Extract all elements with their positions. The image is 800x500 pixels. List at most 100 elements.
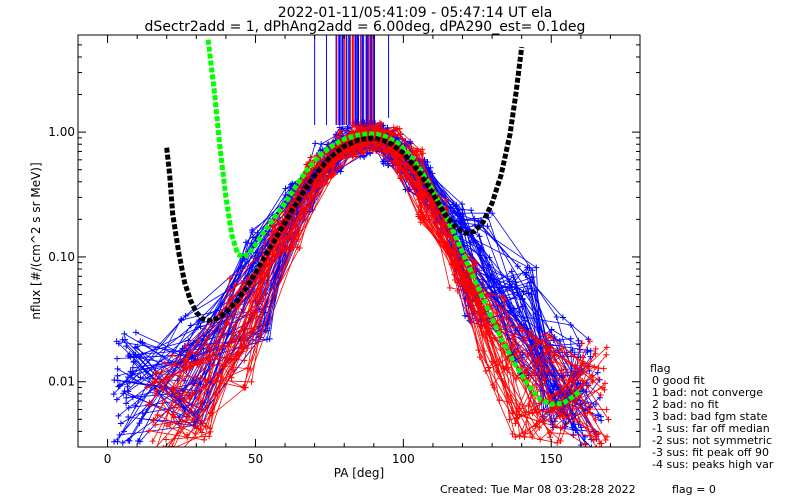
series-1-marker-26-12 — [516, 323, 523, 330]
series-1-marker-2-14 — [590, 377, 597, 384]
series-0-marker-1-0 — [119, 439, 126, 446]
series-0-marker-1-3 — [282, 185, 289, 192]
series-1-marker-22-11 — [482, 368, 489, 375]
series-1-marker-7-3 — [296, 244, 303, 251]
series-1-marker-30-3 — [294, 243, 301, 250]
series-1-marker-4-0 — [162, 444, 164, 447]
series-0-marker-48-9 — [424, 158, 431, 165]
series-0-marker-53-11 — [489, 210, 496, 217]
series-0-marker-59-8 — [394, 134, 401, 141]
series-1-line-27 — [149, 121, 604, 430]
series-0-marker-20-0 — [135, 438, 142, 445]
series-1-marker-31-7 — [396, 125, 403, 132]
series-1-marker-39-14 — [603, 406, 610, 413]
series-1-marker-35-14 — [592, 345, 599, 352]
series-1-marker-34-2 — [248, 378, 255, 385]
series-1-marker-0-0 — [167, 421, 174, 428]
series-0-marker-23-0 — [114, 355, 121, 362]
legend-entry-7: -4 sus: peaks high var — [652, 458, 774, 471]
series-0-marker-53-12 — [529, 267, 536, 274]
series-1-marker-36-6 — [353, 124, 360, 131]
series-1-marker-38-9 — [428, 196, 435, 203]
series-1-marker-9-0 — [164, 448, 170, 454]
series-0-marker-46-0 — [113, 396, 120, 403]
series-1-marker-17-13 — [557, 382, 564, 389]
series-1-marker-37-1 — [201, 436, 208, 443]
series-0-marker-43-0 — [137, 338, 144, 345]
series-1-marker-27-12 — [522, 409, 529, 416]
series-1-marker-34-14 — [589, 378, 596, 385]
series-1-marker-29-9 — [418, 202, 425, 209]
series-1-marker-13-0 — [161, 360, 168, 367]
series-1-line-10 — [153, 142, 583, 428]
y-tick-label-2: 1.00 — [48, 125, 75, 139]
series-1-marker-13-13 — [554, 390, 561, 397]
series-1-marker-31-4 — [328, 171, 335, 178]
series-1-marker-35-7 — [395, 131, 402, 138]
series-1-marker-39-1 — [184, 389, 191, 396]
series-0-marker-18-12 — [523, 269, 530, 276]
series-1-marker-26-0 — [160, 452, 166, 458]
series-1-marker-31-12 — [529, 433, 536, 440]
series-1-marker-30-0 — [163, 422, 170, 429]
series-0-marker-28-2 — [266, 335, 273, 342]
series-1-marker-39-2 — [224, 319, 231, 326]
series-1-marker-2-12 — [524, 366, 531, 373]
series-0-marker-28-14 — [575, 337, 582, 344]
series-1-marker-22-9 — [443, 197, 450, 204]
series-1-marker-36-9 — [416, 191, 423, 198]
series-0-marker-3-12 — [523, 283, 530, 290]
series-0-marker-57-0 — [137, 374, 144, 381]
series-0-line-22 — [124, 125, 588, 427]
series-1-marker-30-2 — [242, 384, 249, 391]
series-0-marker-57-4 — [337, 168, 344, 175]
legend-title: flag — [650, 362, 671, 375]
series-1-marker-24-14 — [589, 372, 596, 379]
series-1-marker-39-9 — [431, 213, 438, 220]
series-0-marker-3-14 — [590, 444, 592, 447]
series-1-marker-37-0 — [146, 427, 153, 434]
series-1-marker-21-14 — [605, 416, 612, 423]
series-0-marker-41-0 — [132, 351, 139, 358]
series-1-marker-35-2 — [238, 340, 245, 347]
series-1-marker-32-1 — [203, 336, 210, 343]
series-1-marker-39-10 — [454, 279, 461, 286]
series-1-marker-26-1 — [197, 399, 204, 406]
series-0-marker-17-0 — [119, 336, 126, 343]
series-1-marker-13-14 — [603, 344, 610, 351]
series-0-marker-25-0 — [120, 390, 127, 397]
series-1-marker-7-2 — [236, 352, 243, 359]
series-0-marker-54-2 — [249, 263, 256, 270]
series-0-line-31 — [126, 127, 574, 436]
footer-flag: flag = 0 — [672, 483, 716, 496]
series-group — [110, 35, 612, 458]
series-1-marker-35-13 — [557, 437, 564, 444]
series-0-marker-53-2 — [243, 239, 250, 246]
series-1-marker-5-2 — [228, 374, 235, 381]
series-1-marker-18-0 — [152, 371, 159, 378]
series-1-marker-29-2 — [227, 288, 234, 295]
series-1-marker-38-6 — [376, 147, 383, 154]
series-1-marker-25-0 — [160, 387, 167, 394]
series-0-marker-20-1 — [195, 318, 202, 325]
series-1-marker-39-3 — [289, 225, 296, 232]
series-1-marker-36-14 — [598, 440, 605, 447]
series-1-marker-16-14 — [587, 403, 594, 410]
series-1-marker-30-12 — [516, 433, 523, 440]
series-1-marker-34-13 — [559, 413, 566, 420]
series-1-marker-16-3 — [269, 224, 276, 231]
series-1-marker-16-13 — [533, 356, 540, 363]
series-0-marker-39-11 — [462, 312, 469, 319]
series-1-marker-37-5 — [359, 125, 366, 132]
series-1-marker-36-1 — [197, 360, 204, 367]
chart-title-line1: 2022-01-11/05:41:09 - 05:47:14 UT ela — [278, 5, 553, 21]
plot-frame — [77, 34, 641, 448]
series-0-marker-49-11 — [471, 215, 478, 222]
series-1-marker-39-0 — [169, 411, 176, 418]
series-1-marker-11-2 — [240, 280, 247, 287]
series-1-marker-28-0 — [170, 385, 177, 392]
legend-entry-4: -1 sus: far off median — [652, 422, 770, 435]
series-1-marker-28-14 — [578, 340, 585, 347]
series-0-marker-53-0 — [114, 365, 121, 372]
